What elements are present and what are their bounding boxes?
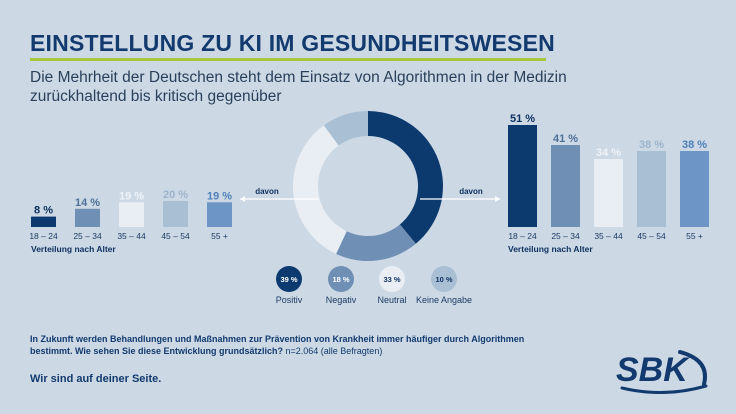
bar-category-label: 35 – 44 — [117, 231, 146, 241]
donut-slice-positiv — [368, 111, 444, 244]
donut-chart — [292, 111, 444, 261]
legend-swatch-4 — [431, 266, 457, 292]
title-underline — [30, 58, 546, 61]
connector-left-label: davon — [255, 187, 279, 196]
bar-3 — [594, 159, 623, 227]
legend-value: 39 % — [280, 275, 297, 284]
donut-slice-negativ — [336, 224, 416, 261]
bar-value-label: 41 % — [553, 133, 578, 145]
bar-value-label: 51 % — [510, 113, 535, 125]
connector-right-arrowhead — [495, 196, 500, 202]
legend-value: 10 % — [435, 275, 452, 284]
legend-label: Positiv — [276, 295, 303, 305]
survey-question: In Zukunft werden Behandlungen und Maßna… — [30, 334, 550, 357]
legend-value: 18 % — [332, 275, 349, 284]
page-title: EINSTELLUNG ZU KI IM GESUNDHEITSWESEN — [30, 30, 555, 56]
donut-slice-keine-angabe — [323, 111, 368, 146]
bar-category-label: 18 – 24 — [29, 231, 58, 241]
question-text: In Zukunft werden Behandlungen und Maßna… — [30, 334, 525, 356]
donut-slice-neutral — [292, 125, 347, 254]
bar-5 — [207, 202, 232, 227]
legend-label: Neutral — [377, 295, 406, 305]
legend-label: Keine Angabe — [416, 295, 472, 305]
page-subtitle: Die Mehrheit der Deutschen steht dem Ein… — [30, 69, 567, 105]
bar-value-label: 8 % — [34, 205, 53, 217]
bar-4 — [637, 151, 666, 227]
bar-value-label: 19 % — [119, 190, 144, 202]
bar-3 — [119, 202, 144, 227]
bar-category-label: 55 + — [686, 231, 703, 241]
tagline: Wir sind auf deiner Seite. — [30, 373, 162, 385]
sbk-logo: SBK — [616, 350, 708, 394]
connector-left-arrowhead — [240, 196, 245, 202]
bar-category-label: 45 – 54 — [161, 231, 190, 241]
legend-swatch-3 — [379, 266, 405, 292]
bar-1 — [31, 216, 56, 227]
bar-value-label: 38 % — [639, 139, 664, 151]
bar-category-label: 25 – 34 — [73, 231, 102, 241]
donut-legend: 39 % Positiv 18 % Negativ 33 % Neutral 10 % Kei… — [276, 266, 472, 305]
legend-swatch-2 — [328, 266, 354, 292]
bar-value-label: 20 % — [163, 189, 188, 201]
bar-4 — [163, 201, 188, 227]
bar-category-label: 35 – 44 — [594, 231, 623, 241]
logo-wordmark: SBK — [616, 351, 690, 389]
left-axis-title: Verteilung nach Alter — [31, 244, 116, 254]
bar-chart-negativ-by-age: 8 % 18 – 24 14 % 25 – 34 19 % 35 – 44 20 % 45 –… — [29, 189, 232, 254]
connector-right-label: davon — [459, 187, 483, 196]
legend-swatch-1 — [276, 266, 302, 292]
connectors: davon davon — [240, 187, 500, 202]
bar-category-label: 45 – 54 — [637, 231, 666, 241]
bar-chart-positiv-by-age: 51 % 18 – 24 41 % 25 – 34 34 % 35 – 44 38 % 45 … — [508, 113, 709, 254]
bar-1 — [508, 125, 537, 227]
bar-value-label: 19 % — [207, 190, 232, 202]
bar-5 — [680, 151, 709, 227]
sample-size: n=2.064 (alle Befragten) — [285, 345, 383, 356]
bar-2 — [75, 208, 100, 227]
bar-value-label: 38 % — [682, 139, 707, 151]
bar-category-label: 25 – 34 — [551, 231, 580, 241]
bar-category-label: 55 + — [211, 231, 228, 241]
legend-label: Negativ — [326, 295, 357, 305]
bar-category-label: 18 – 24 — [508, 231, 537, 241]
legend-value: 33 % — [383, 275, 400, 284]
bar-value-label: 34 % — [596, 147, 621, 159]
right-axis-title: Verteilung nach Alter — [508, 244, 593, 254]
bar-2 — [551, 145, 580, 227]
bar-value-label: 14 % — [75, 197, 100, 209]
